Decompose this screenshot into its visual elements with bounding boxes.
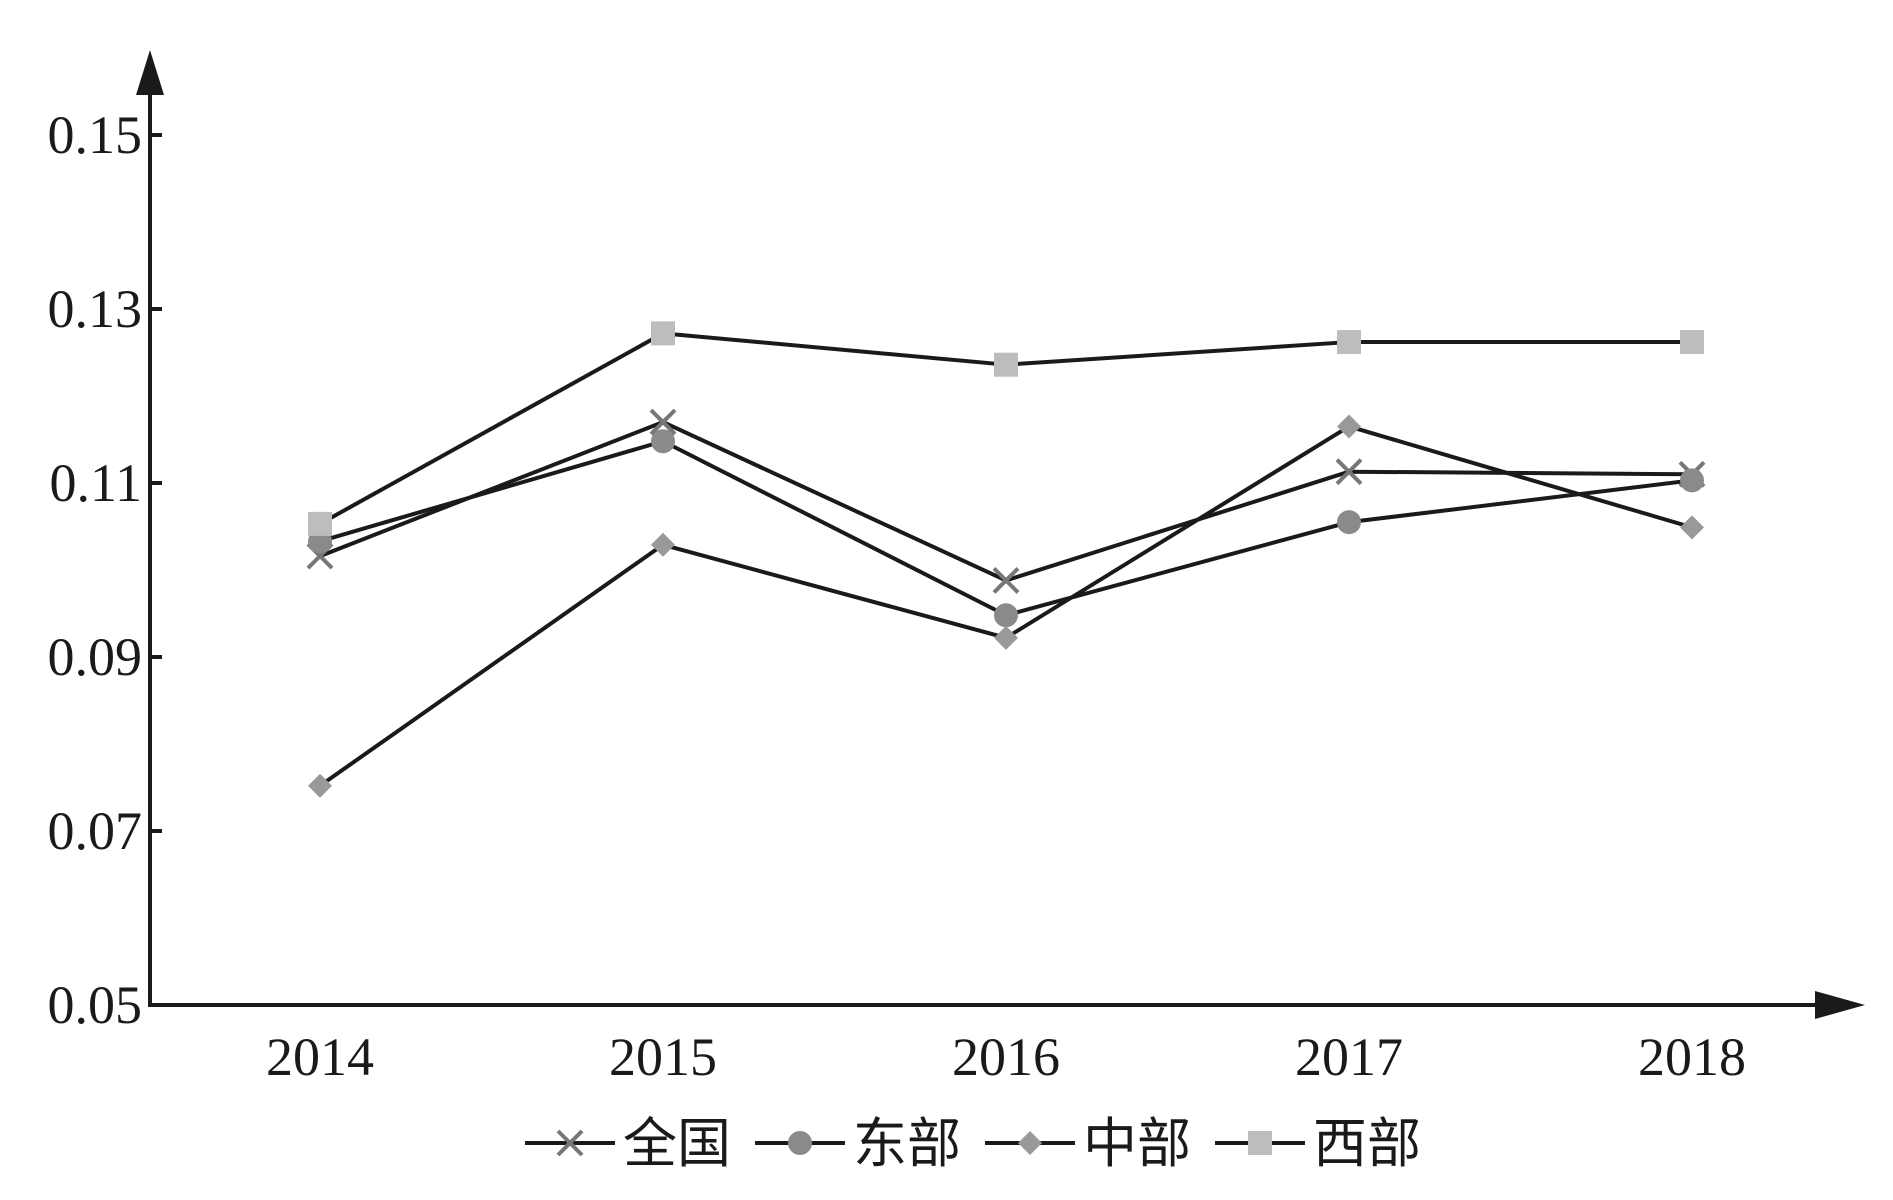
marker-x — [556, 1129, 584, 1157]
legend-label: 东部 — [853, 1114, 961, 1174]
legend-label: 中部 — [1083, 1114, 1191, 1174]
marker-circle — [994, 603, 1018, 628]
x-axis-arrowhead — [1815, 991, 1865, 1019]
marker-diamond — [308, 773, 332, 798]
y-tick-label: 0.09 — [48, 627, 143, 687]
marker-square — [994, 352, 1018, 377]
legend-label: 西部 — [1313, 1114, 1421, 1174]
y-tick-label: 0.05 — [48, 975, 143, 1035]
marker-square — [651, 321, 675, 346]
marker-square — [1680, 330, 1704, 355]
y-tick-label: 0.07 — [48, 801, 143, 861]
legend: 全国 东部 中部 西部 — [525, 1114, 1421, 1174]
marker-diamond — [1018, 1131, 1042, 1155]
x-tick-label: 2016 — [952, 1027, 1060, 1087]
marker-x — [649, 408, 677, 436]
y-axis-arrowhead — [136, 50, 164, 95]
marker-diamond — [1337, 414, 1361, 439]
series-markers — [306, 321, 1706, 798]
marker-x-stroke — [1335, 458, 1363, 486]
marker-square — [1248, 1131, 1272, 1155]
legend-item: 西部 — [1215, 1114, 1421, 1174]
legend-label: 全国 — [623, 1114, 731, 1174]
marker-circle — [1337, 510, 1361, 535]
axes — [136, 50, 1865, 1019]
marker-circle — [1680, 468, 1704, 493]
marker-diamond — [1680, 515, 1704, 540]
legend-item: 东部 — [755, 1114, 961, 1174]
x-tick-label: 2018 — [1638, 1027, 1746, 1087]
y-tick-group: 0.15 0.13 0.11 0.09 0.07 0.05 — [48, 105, 162, 1035]
marker-diamond — [651, 532, 675, 557]
marker-x-stroke — [992, 567, 1020, 594]
marker-x-stroke — [556, 1129, 584, 1157]
legend-item: 中部 — [985, 1114, 1191, 1174]
marker-x-stroke — [649, 408, 677, 436]
x-tick-label: 2014 — [266, 1027, 374, 1087]
marker-x — [1335, 458, 1363, 486]
series-line — [319, 420, 1693, 583]
legend-item: 全国 — [525, 1114, 731, 1174]
marker-diamond — [994, 625, 1018, 650]
marker-circle — [651, 429, 675, 454]
marker-square — [1337, 330, 1361, 355]
x-tick-group: 2014 2015 2016 2017 2018 — [266, 1027, 1746, 1087]
marker-x — [992, 567, 1020, 594]
y-tick-label: 0.11 — [50, 453, 143, 513]
y-tick-label: 0.15 — [48, 105, 143, 165]
x-tick-label: 2017 — [1295, 1027, 1403, 1087]
marker-square — [308, 511, 332, 536]
marker-circle — [788, 1131, 812, 1155]
x-tick-label: 2015 — [609, 1027, 717, 1087]
y-tick-label: 0.13 — [48, 279, 143, 339]
series-lines — [318, 331, 1693, 788]
